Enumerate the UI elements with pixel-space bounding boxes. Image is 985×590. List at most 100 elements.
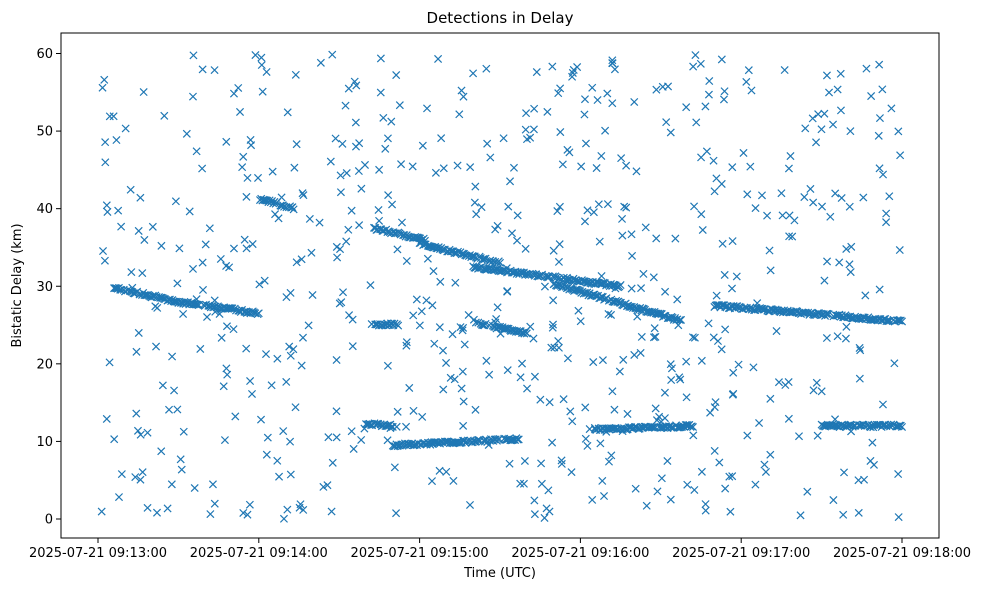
clutter-point	[429, 267, 438, 276]
clutter-point	[606, 310, 616, 319]
clutter-point	[595, 237, 604, 246]
clutter-point	[835, 258, 844, 267]
y-tick-label: 50	[36, 125, 53, 140]
clutter-point	[637, 332, 646, 341]
clutter-point	[229, 325, 238, 334]
track-point	[824, 310, 833, 319]
clutter-point	[333, 253, 342, 262]
clutter-point	[331, 134, 340, 143]
track-point	[254, 309, 263, 318]
clutter-point	[409, 406, 418, 415]
clutter-point	[757, 191, 767, 200]
clutter-point	[439, 385, 448, 394]
clutter-point	[554, 257, 563, 266]
track-point	[681, 421, 690, 430]
clutter-point	[529, 125, 538, 134]
clutter-point	[341, 101, 350, 110]
track-point	[668, 313, 677, 322]
clutter-point	[506, 177, 515, 186]
clutter-point	[136, 475, 145, 484]
clutter-point	[289, 345, 298, 354]
clutter-point	[861, 291, 870, 300]
clutter-point	[448, 330, 457, 339]
clutter-point	[786, 152, 795, 161]
clutter-point	[170, 386, 179, 395]
clutter-point	[822, 333, 831, 343]
clutter-point	[663, 456, 672, 466]
clutter-point	[247, 389, 257, 398]
clutter-point	[878, 85, 887, 94]
clutter-point	[627, 230, 636, 239]
clutter-point	[493, 221, 502, 230]
track-point	[471, 318, 480, 327]
clutter-point	[842, 244, 851, 254]
clutter-point	[133, 426, 142, 435]
clutter-point	[840, 468, 849, 477]
clutter-point	[682, 393, 691, 402]
clutter-point	[580, 110, 589, 119]
clutter-point	[720, 87, 729, 96]
clutter-point	[588, 83, 597, 92]
clutter-point	[175, 244, 184, 253]
clutter-point	[566, 407, 575, 416]
clutter-point	[328, 458, 337, 467]
clutter-point	[437, 134, 446, 143]
clutter-point	[132, 409, 141, 418]
clutter-point	[134, 328, 143, 337]
clutter-point	[809, 198, 818, 207]
clutter-point	[772, 327, 781, 336]
clutter-point	[375, 216, 384, 225]
clutter-point	[402, 422, 411, 431]
clutter-point	[875, 114, 884, 123]
clutter-point	[423, 254, 432, 263]
clutter-point	[774, 378, 783, 387]
clutter-point	[305, 214, 314, 223]
clutter-point	[375, 165, 384, 174]
clutter-point	[458, 367, 467, 376]
clutter-point	[521, 125, 530, 134]
clutter-point	[817, 387, 826, 396]
clutter-point	[140, 235, 149, 244]
clutter-point	[855, 343, 864, 352]
clutter-point	[755, 418, 764, 428]
clutter-point	[279, 427, 288, 436]
track-point	[453, 247, 463, 256]
track-point	[509, 326, 518, 335]
clutter-point	[117, 470, 126, 479]
clutter-point	[788, 232, 797, 241]
clutter-point	[105, 112, 114, 121]
clutter-point	[589, 358, 598, 367]
clutter-point	[273, 456, 282, 465]
clutter-point	[196, 344, 205, 353]
track-point	[475, 263, 484, 272]
clutter-point	[342, 169, 351, 178]
clutter-point	[846, 127, 855, 136]
clutter-point	[355, 221, 364, 230]
x-tick-label: 2025-07-21 09:13:00	[29, 546, 167, 561]
clutter-point	[859, 193, 868, 202]
clutter-point	[417, 307, 426, 316]
clutter-point	[623, 409, 632, 418]
clutter-point	[728, 163, 737, 172]
clutter-point	[243, 173, 252, 182]
clutter-point	[569, 65, 578, 74]
clutter-point	[781, 381, 790, 390]
clutter-point	[285, 342, 294, 351]
track-point	[440, 437, 449, 446]
clutter-point	[548, 62, 557, 71]
clutter-point	[549, 320, 558, 329]
clutter-point	[198, 285, 208, 294]
track-point	[522, 269, 531, 278]
clutter-point	[408, 162, 417, 171]
clutter-point	[682, 357, 691, 366]
track-point	[804, 308, 813, 317]
clutter-point	[666, 128, 675, 137]
clutter-point	[292, 140, 301, 149]
clutter-point	[225, 263, 234, 272]
track-point	[843, 421, 853, 430]
clutter-point	[422, 296, 431, 305]
clutter-point	[324, 433, 333, 442]
track-point	[554, 280, 563, 289]
clutter-point	[618, 214, 627, 223]
clutter-point	[833, 85, 842, 94]
